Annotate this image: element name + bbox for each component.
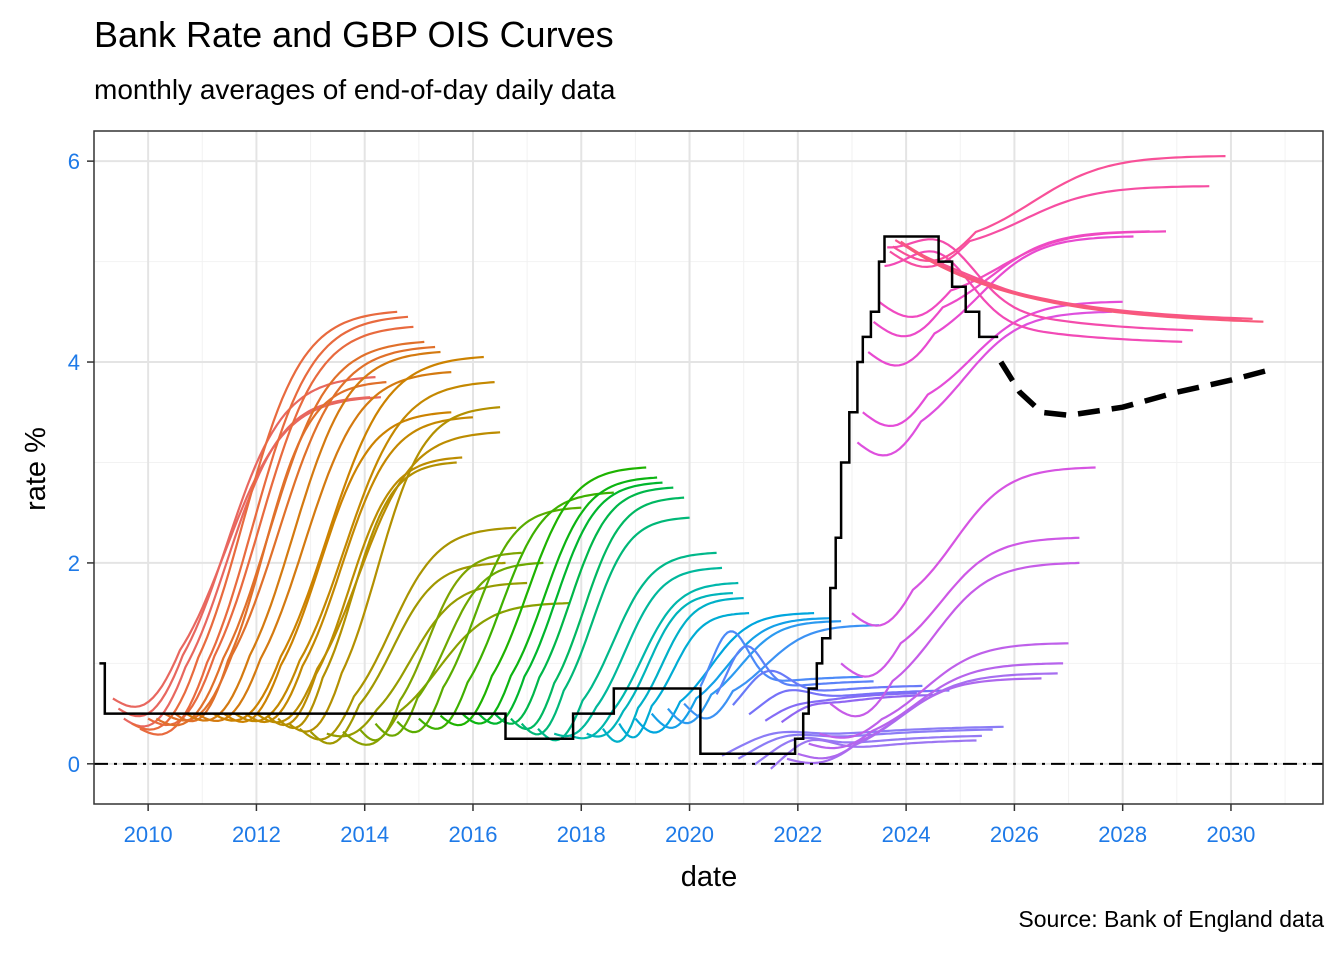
x-tick-label: 2022 <box>773 822 822 847</box>
ois-curve <box>112 396 381 708</box>
ois-curve <box>748 689 950 716</box>
panel-border <box>93 130 1324 805</box>
ois-curve <box>477 481 663 725</box>
ois-curve <box>155 340 425 727</box>
forward-curve <box>998 360 1270 419</box>
ois-curve <box>699 630 863 688</box>
bank-rate <box>99 235 1270 756</box>
ois-curve <box>298 526 517 741</box>
ois-curve <box>288 406 501 733</box>
ois-curve <box>715 645 874 695</box>
ois-curve <box>461 476 658 725</box>
ois-curve <box>887 238 1194 332</box>
ois-curve <box>358 551 522 742</box>
y-tick-label: 6 <box>68 149 80 174</box>
bank-rate-line <box>99 235 999 756</box>
ois-curve <box>905 245 1264 323</box>
x-tick-label: 2010 <box>124 822 173 847</box>
ois-curve <box>867 235 1134 367</box>
ois-curve <box>878 230 1167 319</box>
ois-curve <box>255 431 501 724</box>
ois-curve <box>634 612 815 734</box>
x-tick-label: 2018 <box>557 822 606 847</box>
ois-curve <box>797 677 1042 760</box>
ois-curve <box>185 350 441 722</box>
ois-curve <box>808 662 1064 750</box>
axes: 2010 2012 2014 2016 2018 2020 2022 2024 2026 2028… <box>68 130 1324 847</box>
ois-curve <box>764 692 917 722</box>
ois-curve <box>396 506 582 734</box>
x-axis-title: date <box>681 861 737 893</box>
ois-curve <box>862 300 1123 428</box>
ois-curve <box>131 310 398 731</box>
ois-curve <box>212 355 484 722</box>
ois-curve <box>537 551 717 742</box>
ois-curve <box>618 612 750 739</box>
x-tick-label: 2024 <box>882 822 931 847</box>
x-tick-label: 2026 <box>990 822 1039 847</box>
y-axis-title: rate % <box>20 427 52 511</box>
ois-curve <box>840 536 1080 678</box>
ois-curve <box>884 250 1183 343</box>
ois-curve <box>683 624 880 720</box>
ois-curve <box>892 155 1226 263</box>
ois-curve <box>553 566 723 738</box>
ois-curve <box>147 325 414 727</box>
x-tick-label: 2012 <box>232 822 281 847</box>
ois-curve <box>872 230 1150 338</box>
y-tick-label: 2 <box>68 551 80 576</box>
chart-title: Bank Rate and GBP OIS Curves <box>94 14 614 55</box>
ois-curve <box>780 693 934 724</box>
x-tick-label: 2030 <box>1206 822 1255 847</box>
ois-curve <box>586 592 733 738</box>
x-tick-label: 2014 <box>340 822 389 847</box>
y-tick-label: 4 <box>68 350 80 375</box>
ois-curve <box>277 461 457 730</box>
ois-curve <box>829 561 1080 718</box>
ois-curve <box>234 381 495 723</box>
ois-curve <box>753 734 982 766</box>
ois-curve <box>223 411 452 724</box>
chart-caption: Source: Bank of England data <box>1018 906 1324 932</box>
ois-curve <box>510 496 685 731</box>
ois-curve <box>900 240 1253 320</box>
ois-curve <box>770 738 977 770</box>
ois-curve <box>851 466 1096 627</box>
ois-curve <box>244 416 474 724</box>
ois-curve <box>418 491 614 730</box>
chart-subtitle: monthly averages of end-of-day daily dat… <box>94 74 616 105</box>
ois-curve <box>819 642 1069 739</box>
ois-curve <box>856 310 1112 457</box>
ois-curve <box>174 381 387 723</box>
ois-curve <box>123 396 371 728</box>
ois-curve <box>650 617 831 729</box>
x-tick-label: 2020 <box>665 822 714 847</box>
y-tick-label: 0 <box>68 752 80 777</box>
ois-curve <box>732 669 923 706</box>
ois-curve <box>493 486 674 725</box>
x-tick-label: 2016 <box>449 822 498 847</box>
ois-curve <box>520 516 690 736</box>
ois-curve <box>163 345 436 722</box>
ois-curve <box>117 376 376 718</box>
ois-curve <box>570 581 739 740</box>
x-tick-label: 2028 <box>1098 822 1147 847</box>
